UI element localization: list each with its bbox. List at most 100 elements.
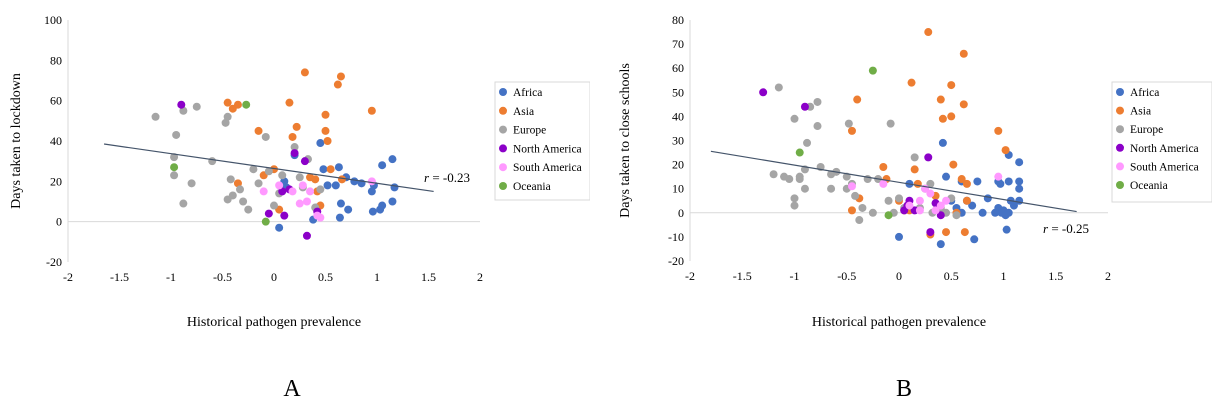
data-point-south-america (931, 206, 940, 215)
data-point-south-america (302, 197, 311, 206)
data-point-europe (844, 119, 853, 128)
data-point-europe (179, 106, 188, 115)
data-point-asia (959, 100, 968, 109)
data-point-asia (233, 100, 242, 109)
legend-marker (499, 182, 507, 190)
data-point-europe (208, 157, 217, 166)
x-axis-title: Historical pathogen prevalence (187, 315, 361, 330)
y-tick-label: 60 (50, 94, 62, 108)
trendline (103, 143, 434, 193)
x-tick-label: 1.5 (1048, 269, 1063, 283)
legend-marker (499, 144, 507, 153)
data-point-europe (249, 165, 258, 174)
legend-label: Oceania (513, 181, 551, 193)
data-point-europe (895, 194, 903, 203)
correlation-annotation: r = -0.23 (424, 170, 470, 185)
data-point-south-america (847, 182, 856, 191)
x-tick-label: 2 (477, 270, 483, 284)
x-tick-label: -1.5 (110, 270, 129, 284)
y-tick-label: 60 (672, 61, 684, 75)
data-point-south-america (259, 187, 268, 196)
data-point-europe (855, 216, 864, 225)
data-point-africa (344, 205, 353, 214)
legend-marker (499, 163, 507, 172)
y-tick-label: 100 (44, 13, 62, 27)
data-point-africa (316, 139, 325, 148)
data-point-asia (311, 175, 320, 184)
data-point-asia (288, 132, 297, 141)
correlation-value: = -0.25 (1048, 221, 1089, 236)
data-point-europe (228, 191, 237, 200)
legend-marker (499, 88, 507, 96)
data-point-africa (350, 177, 359, 186)
data-point-south-america (288, 187, 297, 196)
data-point-asia (367, 106, 376, 115)
data-point-north-america (264, 209, 273, 218)
data-point-africa (388, 197, 397, 206)
correlation-symbol: r (424, 170, 430, 185)
y-tick-label: 40 (672, 109, 684, 123)
y-tick-label: 80 (50, 53, 62, 67)
data-point-europe (316, 185, 325, 194)
data-point-africa (973, 177, 982, 186)
data-point-asia (1001, 146, 1010, 155)
legend-marker (1116, 125, 1124, 134)
data-point-north-america (300, 157, 309, 166)
legend-label: South America (513, 162, 582, 174)
data-point-africa (996, 179, 1005, 188)
data-point-south-america (915, 196, 924, 205)
data-point-europe (827, 184, 836, 193)
data-point-europe (278, 171, 287, 180)
correlation-annotation: r = -0.25 (1043, 221, 1089, 236)
data-point-north-america (177, 100, 186, 109)
data-point-africa (968, 201, 977, 210)
data-point-africa (970, 235, 979, 244)
data-point-south-america (275, 181, 284, 190)
data-point-asia (321, 110, 330, 119)
data-point-africa (942, 172, 951, 181)
data-point-asia (323, 137, 332, 145)
legend-label: Asia (513, 106, 534, 118)
legend-label: Asia (1130, 106, 1151, 118)
data-point-europe (790, 114, 799, 123)
data-point-asia (962, 196, 971, 205)
data-point-africa (1015, 184, 1024, 193)
data-point-south-america (905, 201, 914, 210)
data-point-africa (275, 223, 284, 232)
data-point-asia (907, 78, 916, 87)
y-tick-label: 30 (672, 134, 684, 148)
x-tick-label: 0 (271, 270, 277, 284)
legend-label: North America (1130, 143, 1199, 155)
data-point-asia (336, 72, 345, 81)
data-point-north-america (280, 211, 289, 220)
data-point-asia (300, 68, 309, 77)
data-point-europe (785, 175, 794, 184)
chart-panel-a: -20 0 20 40 60 80 100 -2 -1.5 -1 -0.5 0 0.5 1 1.5 2 Hist… (9, 13, 591, 402)
x-tick-label: -0.5 (837, 269, 856, 283)
data-point-europe (795, 172, 804, 181)
data-point-africa (319, 165, 328, 174)
data-point-europe (886, 119, 895, 128)
data-point-europe (261, 132, 270, 141)
data-point-south-america (316, 213, 325, 222)
data-point-europe (254, 179, 263, 188)
data-point-europe (192, 102, 201, 111)
legend-marker (499, 106, 507, 115)
data-point-asia (960, 228, 969, 237)
data-point-north-america (278, 187, 287, 196)
data-point-oceania (868, 66, 877, 75)
x-tick-label: 1.5 (421, 270, 436, 284)
data-point-south-america (295, 199, 304, 208)
legend-label: South America (1130, 161, 1199, 173)
data-point-europe (187, 179, 196, 188)
data-point-europe (800, 184, 809, 193)
correlation-value: = -0.23 (429, 170, 470, 185)
data-point-south-america (306, 187, 315, 196)
y-tick-label: 20 (50, 174, 62, 188)
data-point-north-america (759, 88, 768, 97)
data-point-south-america (879, 179, 888, 188)
data-point-north-america (924, 153, 933, 162)
data-point-asia (847, 126, 856, 135)
data-point-north-america (936, 211, 945, 220)
data-point-europe (952, 211, 961, 220)
